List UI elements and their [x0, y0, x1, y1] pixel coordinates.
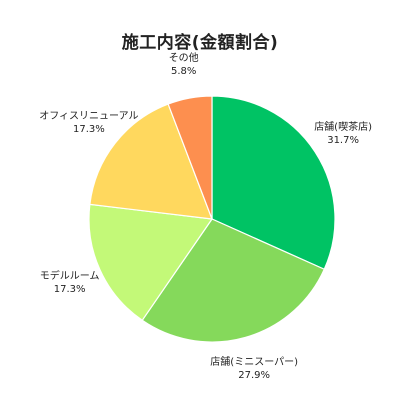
- slice-category-label: オフィスリニューアル: [39, 110, 139, 122]
- slice-value-label: 17.3%: [72, 123, 105, 135]
- pie-slice-4: [89, 103, 213, 220]
- slice-category-label: モデルルーム: [39, 271, 100, 283]
- pie-slice-5: [167, 95, 213, 220]
- pie-slice-3: [88, 203, 214, 322]
- slice-label-4: オフィスリニューアル 17.3%: [39, 110, 138, 136]
- slice-value-label: 17.3%: [53, 284, 86, 296]
- slice-category-label: その他: [168, 53, 199, 65]
- pie-slice-2: [141, 218, 326, 343]
- slice-value-label: 31.7%: [327, 135, 359, 147]
- chart-title: 施工内容(金額割合): [121, 33, 279, 53]
- slice-value-label: 27.9%: [238, 370, 271, 382]
- slice-label-1: 店舗(喫茶店) 31.7%: [314, 121, 372, 147]
- slice-label-2: 店舗(ミニスーパー) 27.9%: [210, 356, 298, 382]
- slice-category-label: 店舗(喫茶店): [314, 122, 372, 134]
- slice-label-5: その他 5.8%: [169, 52, 199, 78]
- slice-category-label: 店舗(ミニスーパー): [210, 357, 299, 369]
- pie-slice-1: [211, 95, 336, 271]
- slice-label-3: モデルルーム 17.3%: [40, 270, 100, 296]
- slice-value-label: 5.8%: [170, 66, 197, 78]
